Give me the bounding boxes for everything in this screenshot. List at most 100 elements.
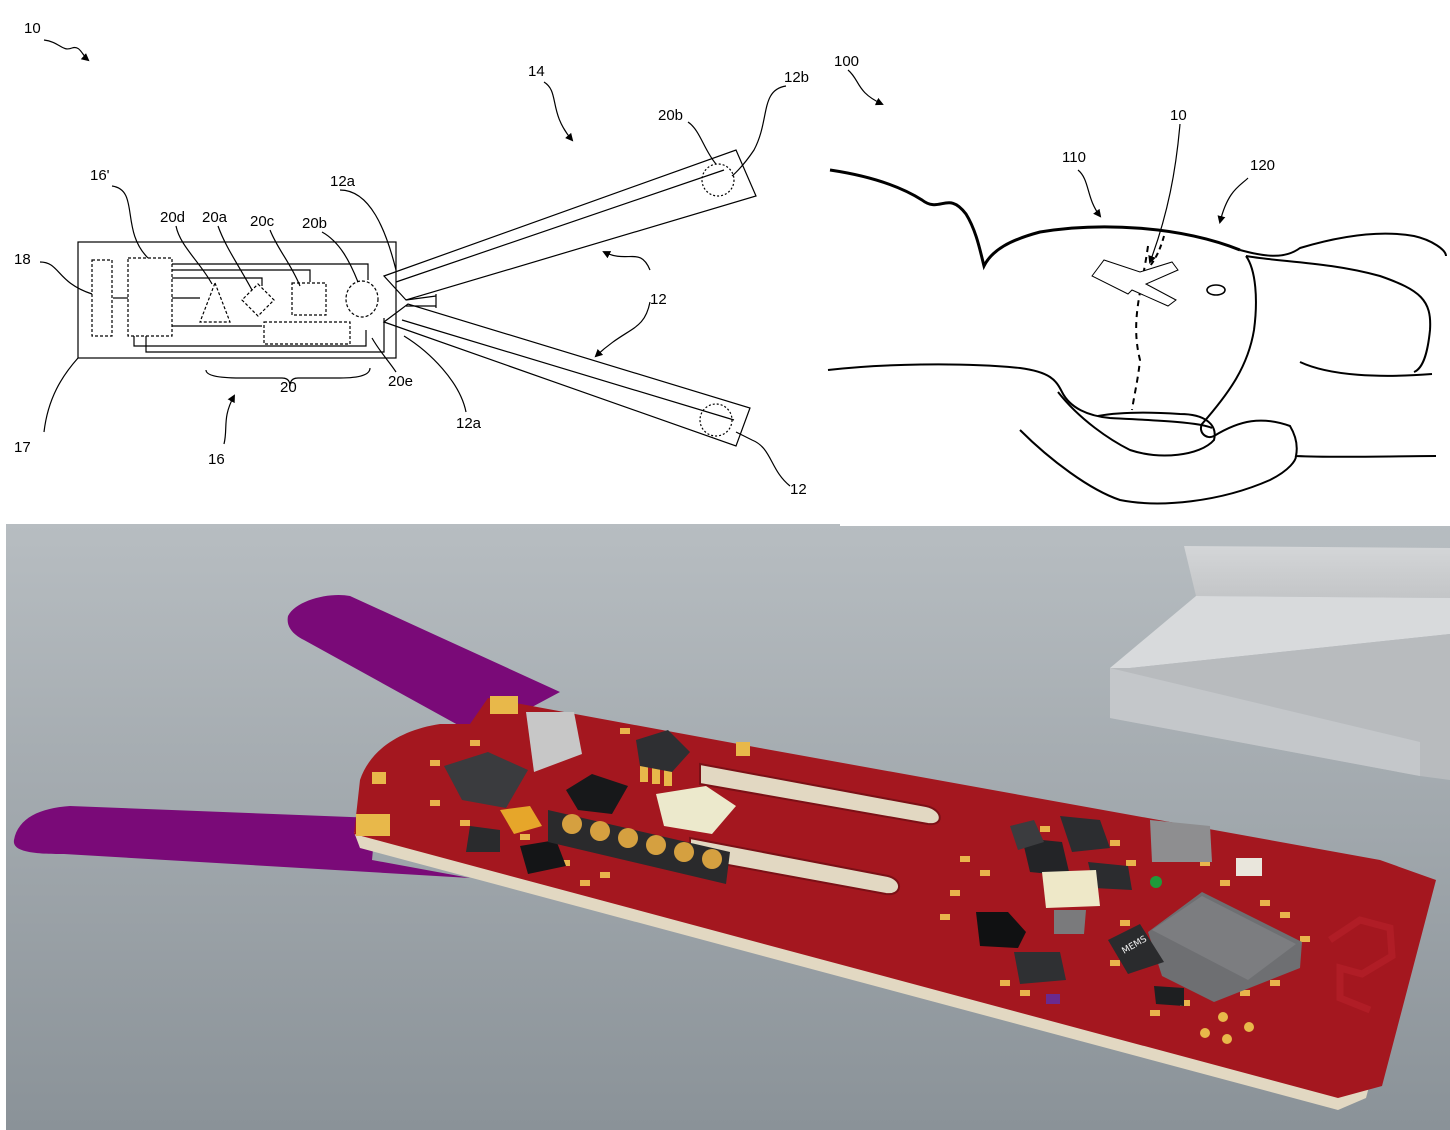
pad-bottom-left xyxy=(356,814,390,836)
leader-12b xyxy=(731,85,787,177)
face-side xyxy=(1200,255,1437,458)
pin-header xyxy=(548,810,730,884)
component-20d-triangle xyxy=(199,281,231,323)
led-purple xyxy=(1046,994,1060,1004)
prong-lower xyxy=(382,303,751,447)
pcb-slot-lower xyxy=(689,836,900,896)
figure-b-labels: 100 10 110 120 xyxy=(834,53,1275,174)
component-20a-diamond xyxy=(241,283,275,317)
chip-right-3 xyxy=(1010,820,1044,850)
figure-b-animal-implant xyxy=(827,69,1447,505)
component-20b-circle xyxy=(345,280,379,318)
bus-line-5 xyxy=(133,330,367,347)
leader-20e xyxy=(371,337,397,373)
ref-10-implant: 10 xyxy=(1170,107,1187,124)
housing-outline xyxy=(77,241,397,359)
ref-12-arrow-down xyxy=(594,301,651,358)
component-20c-square xyxy=(291,282,327,316)
ref-12-upper: 12 xyxy=(650,291,667,308)
crystal-gold xyxy=(500,806,542,834)
render-top-gap xyxy=(840,520,1450,526)
pad-top-left xyxy=(490,696,518,714)
ref-12-arrow-up xyxy=(602,251,651,271)
switch-grey xyxy=(1150,820,1212,862)
leader-20b xyxy=(321,231,359,283)
chip-small-left xyxy=(466,826,500,852)
bus-line-6 xyxy=(145,318,385,353)
ref-10-arrow xyxy=(43,39,90,62)
figure-c-pcb-render: MEMS xyxy=(6,520,1450,1130)
leader-17 xyxy=(43,357,79,433)
jaw-line xyxy=(1299,361,1433,377)
pad-round-3 xyxy=(1244,1022,1254,1032)
ref-120: 120 xyxy=(1250,157,1275,174)
pad-round-1 xyxy=(1200,1028,1210,1038)
prong-upper-inner xyxy=(395,169,725,283)
prong-root-upper xyxy=(405,295,437,301)
chip-top xyxy=(636,730,690,772)
ref-110: 110 xyxy=(1062,149,1086,166)
ref-10-implant-arrow xyxy=(1148,123,1181,264)
chip-right-2 xyxy=(1022,838,1070,876)
chip-right-5 xyxy=(1014,952,1066,984)
pcb-slot-upper xyxy=(699,762,941,826)
component-cream-right xyxy=(1042,870,1100,908)
ref-100-arrow xyxy=(847,69,884,106)
prong-lower-inner xyxy=(401,319,735,421)
ref-20: 20 xyxy=(280,379,297,396)
implanted-device-outline xyxy=(1091,259,1179,307)
component-20e-rect xyxy=(263,321,351,345)
pad-header-b xyxy=(652,762,660,784)
ref-12a-upper: 12a xyxy=(330,173,356,190)
ref-20e: 20e xyxy=(388,373,413,390)
controller-16p xyxy=(127,257,173,337)
ref-12b: 12b xyxy=(784,69,809,86)
pad-header-a xyxy=(640,760,648,782)
bus-line-2 xyxy=(172,277,263,286)
leader-20c xyxy=(269,229,301,287)
ref-120-arrow xyxy=(1217,177,1249,224)
leader-12-lower xyxy=(735,431,791,487)
chip-small-right xyxy=(1154,986,1184,1006)
leader-16p xyxy=(111,185,149,259)
ref-20c: 20c xyxy=(250,213,275,230)
chip-large-grey-top xyxy=(1152,896,1296,980)
leader-18 xyxy=(39,261,93,295)
pad-small xyxy=(372,772,386,784)
snout-upper xyxy=(1239,232,1447,257)
pad-mid xyxy=(736,742,750,756)
pad-round-4 xyxy=(1218,1012,1228,1022)
figure-a-labels: 14 12b 20b 16' 12a 20d 20a 20c 20b 18 12… xyxy=(14,63,809,498)
pcb-pads xyxy=(356,696,1254,1044)
ref-110-arrow xyxy=(1077,169,1102,218)
ref-16: 16 xyxy=(208,451,225,468)
chip-sensor-left xyxy=(566,774,628,814)
snout-lower-line xyxy=(1245,255,1432,373)
pad-round-2 xyxy=(1222,1034,1232,1044)
electrode-20b-upper xyxy=(701,163,735,197)
battery-18 xyxy=(91,259,113,337)
connector-block-grey xyxy=(526,712,582,772)
chip-right-1 xyxy=(1060,816,1110,852)
chip-mcu-left xyxy=(444,752,528,808)
ref-16-arrow xyxy=(223,394,235,445)
leader-12a-upper xyxy=(339,189,397,271)
ref-12a-lower: 12a xyxy=(456,415,482,432)
ref-20b-tip: 20b xyxy=(658,107,683,124)
ref-20a: 20a xyxy=(202,209,228,226)
bus-line-1 xyxy=(172,269,311,282)
transistor-left xyxy=(520,840,566,874)
leader-20d xyxy=(175,225,213,285)
ref-100: 100 xyxy=(834,53,859,70)
ref-14-arrow xyxy=(543,81,574,142)
ref-20d: 20d xyxy=(160,209,185,226)
leader-20b-tip xyxy=(687,121,717,165)
chip-black-right xyxy=(976,912,1026,948)
animal-eye xyxy=(1206,284,1226,296)
component-cream-left xyxy=(656,786,736,834)
ref-20b-inner: 20b xyxy=(302,215,327,232)
prong-upper xyxy=(382,149,757,301)
jaw-outline xyxy=(1057,391,1216,457)
leader-20a xyxy=(217,225,253,291)
